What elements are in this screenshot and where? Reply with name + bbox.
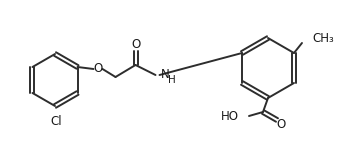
Text: O: O (131, 38, 140, 52)
Text: O: O (276, 117, 286, 131)
Text: HO: HO (221, 109, 239, 123)
Text: O: O (93, 62, 102, 76)
Text: Cl: Cl (50, 115, 62, 128)
Text: H: H (168, 75, 175, 85)
Text: N: N (161, 69, 169, 81)
Text: CH₃: CH₃ (312, 33, 334, 45)
